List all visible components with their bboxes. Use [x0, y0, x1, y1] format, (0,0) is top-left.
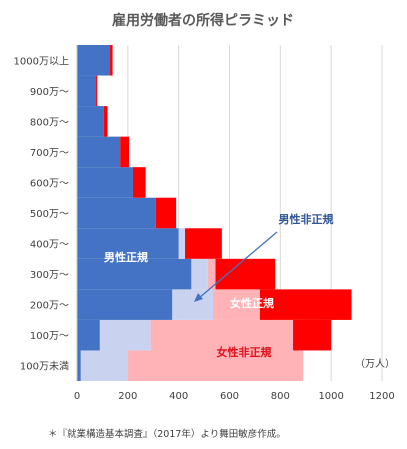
grid: [76, 45, 383, 381]
male-regular-label: 男性正規: [104, 250, 148, 264]
bar-0-1: [77, 319, 100, 351]
x-tick-label-6: 1200: [369, 391, 394, 402]
axes: 0 200 400 600 800 1000 1200 100万未満 100万～ 200万～ 300…: [14, 45, 395, 402]
y-tick-label-4: 400万～: [30, 240, 69, 251]
bar-3-5: [155, 197, 177, 229]
bar-1-0: [80, 350, 128, 381]
bar-1-3: [191, 258, 208, 290]
y-tick-label-0: 100万未満: [20, 361, 69, 373]
bar-3-1: [293, 319, 332, 351]
male-nonregular-arrow: [198, 231, 278, 299]
y-tick-label-2: 200万～: [30, 301, 69, 312]
bar-0-0: [77, 350, 81, 381]
y-tick-label-9: 900万～: [30, 87, 69, 98]
chart-title: 雇用労働者の所得ピラミッド: [112, 12, 294, 29]
x-tick-label-2: 400: [169, 391, 188, 402]
y-tick-label-5: 500万～: [30, 209, 69, 220]
bar-2-2: [212, 289, 260, 320]
y-tick-label-6: 600万～: [30, 178, 69, 189]
bar-3-2: [260, 289, 352, 320]
bar-1-1: [99, 319, 151, 351]
bar-3-8: [103, 106, 108, 137]
y-tick-label-3: 300万～: [30, 270, 69, 281]
bar-3-3: [215, 258, 276, 290]
bar-0-10: [77, 45, 111, 76]
y-tick-label-10: 1000万以上: [14, 55, 69, 67]
bar-0-4: [77, 228, 179, 259]
source-note: ＊『就業構造基本調査』（2017年）より舞田敏彦作成。: [48, 428, 286, 440]
bar-2-3: [207, 258, 216, 290]
bar-0-5: [77, 197, 156, 229]
bar-3-7: [120, 136, 130, 168]
bar-3-10: [110, 45, 113, 76]
male-nonregular-label: 男性非正規: [279, 212, 334, 226]
bar-0-2: [77, 289, 173, 320]
bar-1-2: [172, 289, 213, 320]
bar-0-8: [77, 106, 104, 137]
bar-3-4: [185, 228, 222, 259]
female-nonregular-label: 女性非正規: [217, 345, 272, 359]
male-nonregular-arrowhead: [194, 293, 203, 302]
x-tick-label-5: 1000: [318, 391, 343, 402]
y-tick-label-7: 700万～: [30, 148, 69, 159]
bar-2-1: [150, 319, 294, 351]
x-tick-label-1: 200: [118, 391, 137, 402]
annotations: 男性正規 男性非正規 女性正規 女性非正規 （万人）: [104, 212, 395, 370]
unit-label: （万人）: [355, 358, 395, 370]
bar-0-6: [77, 167, 133, 198]
bar-0-3: [77, 258, 192, 290]
bar-2-0: [127, 350, 304, 381]
bars: [77, 45, 352, 381]
x-tick-label-0: 0: [74, 391, 80, 402]
bar-3-6: [132, 167, 146, 198]
bar-1-4: [178, 228, 186, 259]
x-tick-label-3: 600: [220, 391, 239, 402]
y-tick-label-8: 800万～: [30, 117, 69, 128]
y-tick-label-1: 100万～: [30, 331, 69, 342]
female-regular-label: 女性正規: [230, 296, 274, 310]
bar-0-7: [77, 136, 121, 168]
bar-0-9: [77, 75, 97, 107]
x-tick-label-4: 800: [271, 391, 290, 402]
bar-3-9: [96, 75, 98, 107]
